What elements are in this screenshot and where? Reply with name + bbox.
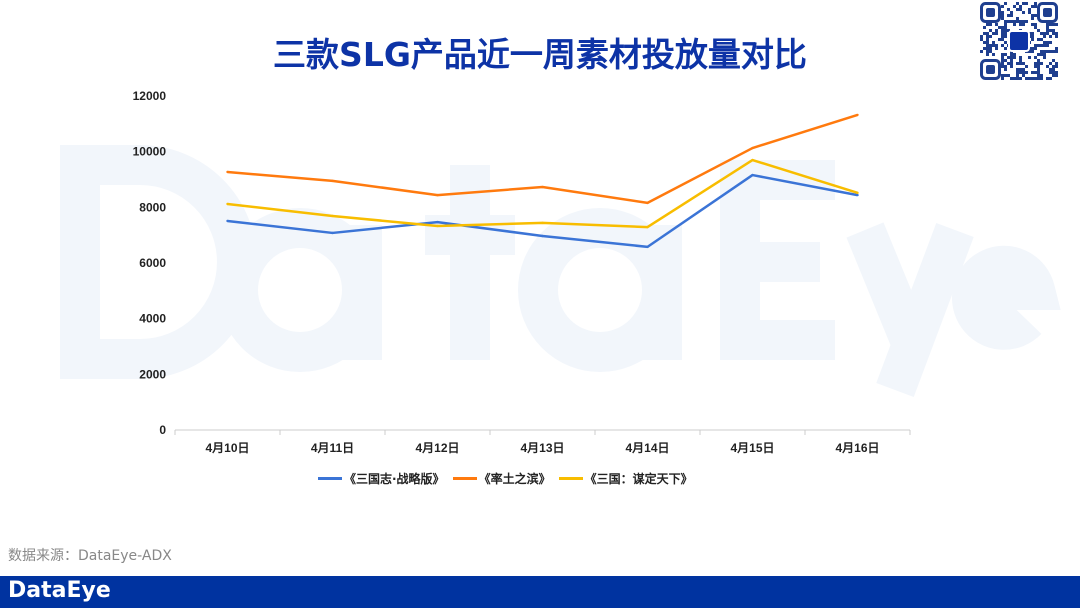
legend-swatch <box>318 477 342 480</box>
series-line-1 <box>227 113 858 205</box>
data-point <box>541 234 544 238</box>
x-tick-label: 4月10日 <box>205 441 249 455</box>
data-point <box>856 193 859 197</box>
legend-item: 《率土之滨》 <box>452 470 551 487</box>
x-tick-label: 4月14日 <box>625 441 669 455</box>
data-point <box>226 219 229 223</box>
data-point <box>436 193 439 197</box>
x-tick-label: 4月15日 <box>730 441 774 455</box>
data-source: 数据来源：DataEye-ADX <box>8 548 172 564</box>
line-chart: 0 2000 4000 6000 8000 10000 12000 4月10日 4月11日 4月1… <box>133 89 911 455</box>
legend-label: 《率土之滨》 <box>478 472 551 486</box>
qr-code <box>980 2 1058 80</box>
data-point <box>856 113 859 117</box>
footer-bar: DataEye <box>0 576 1080 608</box>
watermark-logo <box>60 145 1061 398</box>
x-tick-label: 4月16日 <box>835 441 879 455</box>
footer-logo: DataEye <box>8 578 111 603</box>
data-point <box>751 158 754 162</box>
x-tick-label: 4月13日 <box>520 441 564 455</box>
data-point <box>331 179 334 183</box>
x-tick-label: 4月11日 <box>311 441 354 455</box>
data-point <box>541 185 544 189</box>
y-tick-label: 6000 <box>139 256 166 270</box>
y-tick-label: 12000 <box>133 89 167 103</box>
y-tick-label: 0 <box>159 423 166 437</box>
legend-label: 《三国志·战略版》 <box>344 472 445 486</box>
x-tick-label: 4月12日 <box>415 441 459 455</box>
data-point <box>541 221 544 225</box>
legend-item: 《三国志·战略版》 <box>318 470 445 487</box>
data-point <box>751 146 754 150</box>
data-point <box>436 224 439 228</box>
data-point <box>856 191 859 195</box>
y-tick-label: 8000 <box>139 200 166 214</box>
data-point <box>331 214 334 218</box>
y-tick-label: 4000 <box>139 312 166 326</box>
data-point <box>646 225 649 229</box>
data-point <box>436 220 439 224</box>
series-line-2 <box>227 158 858 229</box>
legend-item: 《三国：谋定天下》 <box>558 470 693 487</box>
y-tick-label: 2000 <box>139 367 166 381</box>
page-title: 三款SLG产品近一周素材投放量对比 <box>273 35 807 74</box>
data-point <box>646 201 649 205</box>
data-point <box>226 170 229 174</box>
legend-swatch <box>558 477 583 480</box>
data-point <box>751 173 754 177</box>
data-point <box>331 231 334 235</box>
y-tick-label: 10000 <box>133 145 167 159</box>
data-point <box>226 202 229 206</box>
data-point <box>646 245 649 249</box>
legend-swatch <box>452 477 477 480</box>
legend-label: 《三国：谋定天下》 <box>584 472 693 486</box>
legend: 《三国志·战略版》 《率土之滨》 《三国：谋定天下》 <box>318 470 693 487</box>
